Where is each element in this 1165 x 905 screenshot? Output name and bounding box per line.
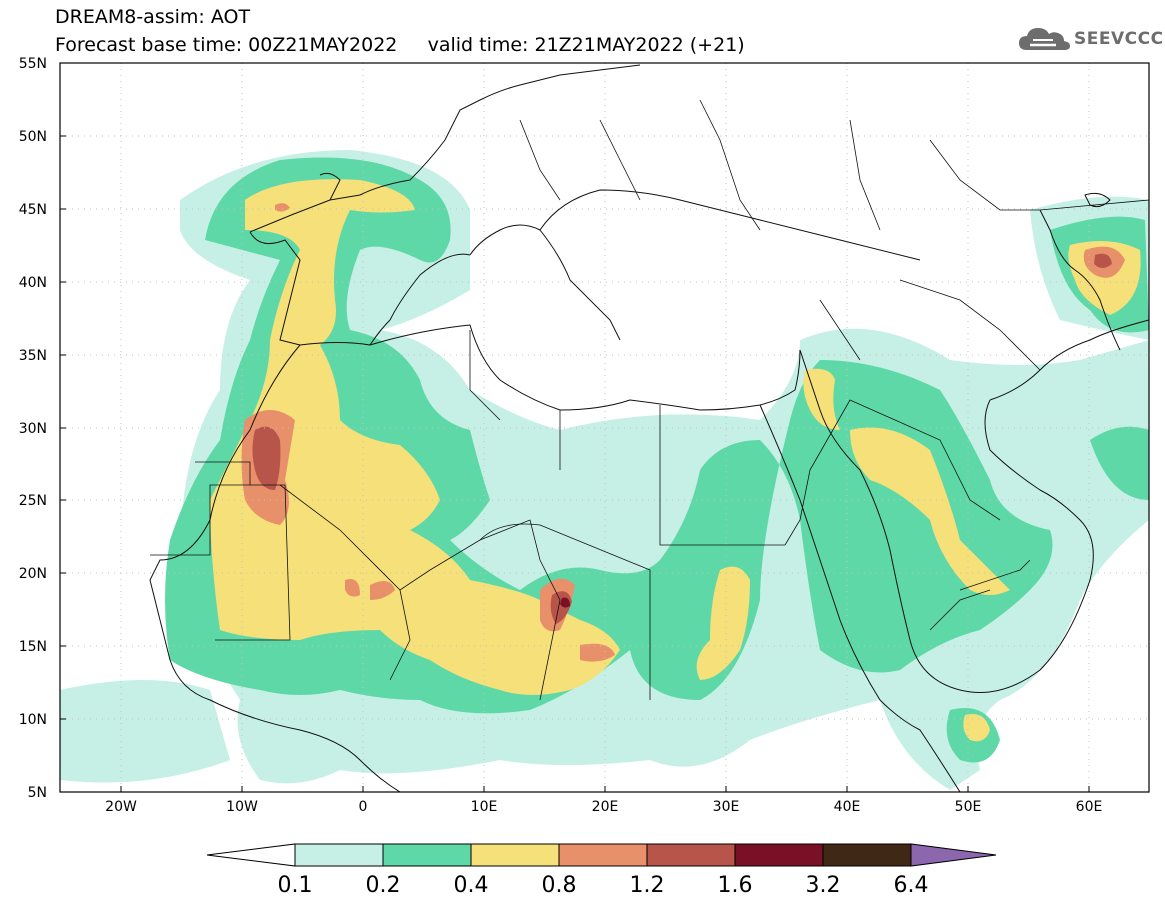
lon-label: 0 [359, 799, 368, 815]
colorbar-swatch [382, 843, 472, 867]
map-title: DREAM8-assim: AOT [55, 6, 251, 28]
colorbar-label: 0.4 [454, 873, 489, 898]
lon-label: 40E [834, 799, 861, 815]
colorbar-labels: 0.1 0.2 0.4 0.8 1.2 1.6 3.2 6.4 [278, 873, 929, 898]
lon-label: 60E [1076, 799, 1103, 815]
lat-label: 55N [19, 56, 47, 72]
colorbar-swatch [734, 843, 824, 867]
lat-label: 50N [19, 129, 47, 145]
lon-label: 10E [471, 799, 498, 815]
colorbar-swatch [470, 843, 560, 867]
colorbar-swatch [910, 843, 997, 867]
aot-level-0.4 [210, 179, 1141, 742]
lat-label: 20N [19, 566, 47, 582]
lat-label: 25N [19, 493, 47, 509]
cloud-logo-icon [1019, 28, 1070, 50]
colorbar-label: 0.8 [542, 873, 577, 898]
tick-marks [60, 135, 1090, 792]
aot-contours [60, 150, 1149, 790]
lon-label: 10W [226, 799, 258, 815]
lat-label: 15N [19, 639, 47, 655]
lon-tick-labels: 20W 10W 0 10E 20E 30E 40E 50E 60E [105, 799, 1102, 815]
colorbar-swatch [558, 843, 648, 867]
colorbar-swatch [646, 843, 736, 867]
lat-tick-labels: 5N 10N 15N 20N 25N 30N 35N 40N 45N 50N 5… [19, 56, 47, 801]
seevccc-logo: SEEVCCC [1017, 24, 1164, 54]
forecast-times: Forecast base time: 00Z21MAY2022 valid t… [55, 34, 745, 56]
colorbar-label: 1.6 [718, 873, 753, 898]
lat-label: 10N [19, 712, 47, 728]
colorbar-swatch [206, 843, 296, 867]
aot-level-1.6 [560, 597, 570, 608]
colorbar-swatch [822, 843, 912, 867]
colorbar-label: 0.2 [366, 873, 401, 898]
lat-label: 45N [19, 202, 47, 218]
country-borders [150, 99, 1149, 701]
colorbar-label: 0.1 [278, 873, 313, 898]
colorbar-label: 3.2 [806, 873, 841, 898]
colorbar [206, 843, 997, 867]
logo-text: SEEVCCC [1074, 29, 1164, 49]
lat-label: 35N [19, 348, 47, 364]
coastlines [149, 64, 1149, 792]
colorbar-swatch [294, 843, 384, 867]
lon-label: 20E [592, 799, 619, 815]
lat-label: 40N [19, 275, 47, 291]
lat-label: 5N [28, 785, 47, 801]
aot-level-1.2 [252, 253, 1112, 624]
lat-label: 30N [19, 421, 47, 437]
lon-label: 20W [105, 799, 137, 815]
colorbar-label: 6.4 [894, 873, 929, 898]
lon-label: 50E [955, 799, 982, 815]
colorbar-label: 1.2 [630, 873, 665, 898]
lon-label: 30E [713, 799, 740, 815]
